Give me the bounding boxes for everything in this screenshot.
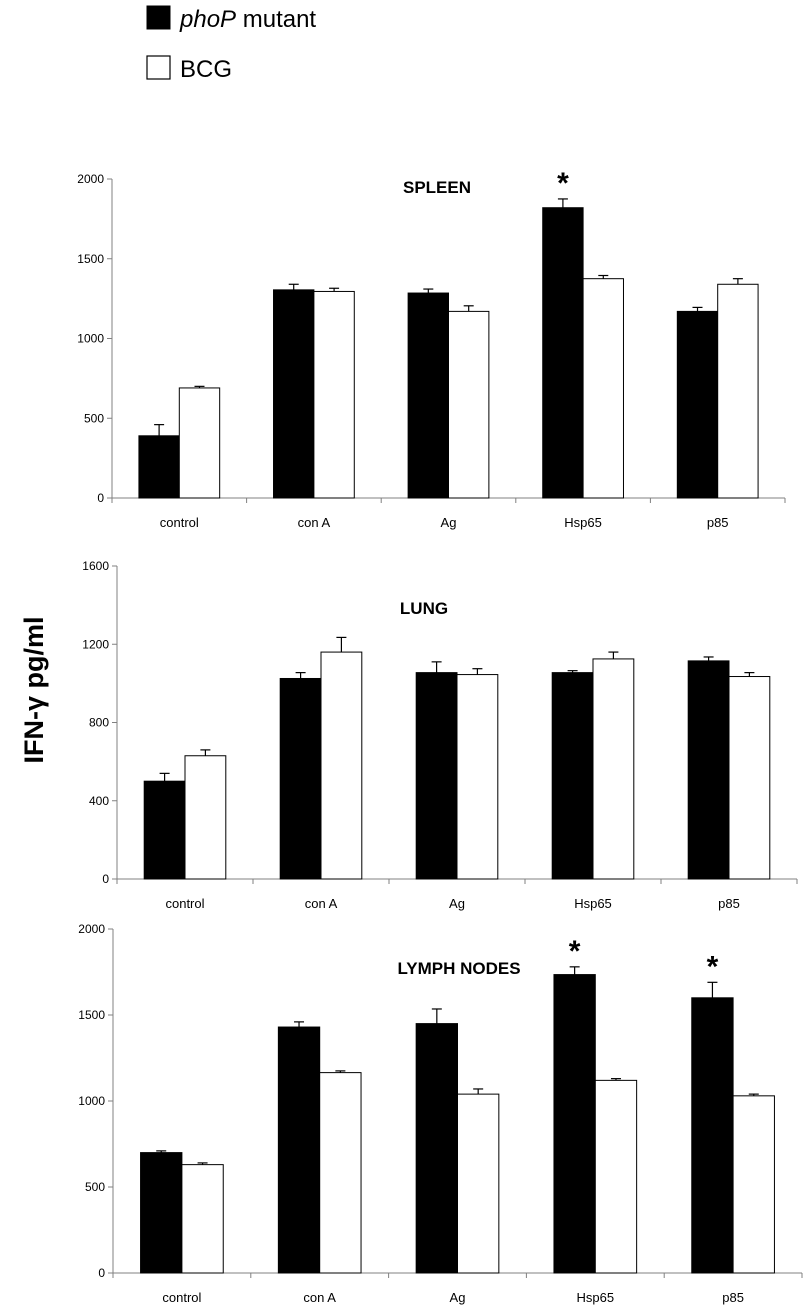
bar-bcg-control [178, 387, 221, 499]
bar-bcg-control [181, 1164, 224, 1274]
x-tick-label: con A [303, 1290, 336, 1305]
legend-label-bcg: BCG [180, 56, 232, 83]
panel-lung: 0 400 800 1200 1600 LUNG control con A Ag Hsp65 p8… [82, 559, 798, 911]
y-tick-label: 1600 [82, 559, 109, 573]
bar-bcg-hsp65 [592, 658, 635, 880]
y-tick-label: 0 [97, 491, 104, 505]
bar-bcg-con-a [320, 651, 363, 880]
x-tick-label: p85 [722, 1290, 744, 1305]
panel-spleen: 0 500 1000 1500 2000 SPLEEN control con A Ag Hsp6… [77, 167, 786, 530]
x-tick-label: Hsp65 [577, 1290, 615, 1305]
x-tick-label: control [162, 1290, 201, 1305]
x-tick-label: control [160, 515, 199, 530]
bar-bcg-p85 [717, 283, 759, 499]
bar-phop-mutant-control [140, 1152, 183, 1274]
y-tick-label: 500 [85, 1180, 105, 1194]
legend: phoP mutant BCG [146, 5, 316, 83]
bar-phop-mutant-p85 [691, 997, 734, 1274]
y-axis-label: IFN-γ pg/ml [19, 617, 49, 764]
y-tick-label: 1500 [78, 1008, 105, 1022]
y-tick-label: 2000 [78, 922, 105, 936]
x-tick-label: Hsp65 [574, 896, 612, 911]
y-tick-label: 400 [89, 794, 109, 808]
significance-star: * [557, 167, 569, 200]
bar-bcg-con-a [319, 1072, 362, 1274]
bar-phop-mutant-p85 [676, 310, 719, 499]
bar-phop-mutant-control [143, 780, 186, 880]
bar-phop-mutant-con-a [273, 289, 315, 499]
x-tick-label: control [165, 896, 204, 911]
x-tick-label: con A [298, 515, 331, 530]
legend-label-phoP: phoP mutant [179, 6, 316, 33]
bar-bcg-hsp65 [582, 278, 624, 499]
y-tick-label: 800 [89, 716, 109, 730]
panel-title: LYMPH NODES [397, 959, 520, 978]
bar-phop-mutant-p85 [687, 660, 730, 880]
bar-phop-mutant-ag [415, 672, 458, 880]
bar-bcg-ag [448, 310, 490, 499]
x-tick-label: p85 [707, 515, 729, 530]
bar-bcg-ag [457, 1093, 500, 1274]
significance-star: * [707, 950, 719, 983]
bar-bcg-hsp65 [594, 1079, 638, 1274]
legend-swatch-bcg [146, 55, 171, 80]
y-tick-label: 1200 [82, 637, 109, 651]
y-tick-label: 2000 [77, 172, 104, 186]
panel-title: SPLEEN [403, 178, 471, 197]
legend-swatch-phoP [146, 5, 171, 30]
bar-phop-mutant-ag [415, 1023, 459, 1274]
panel-title: LUNG [400, 599, 448, 618]
bar-bcg-control [184, 755, 227, 880]
y-tick-label: 1000 [78, 1094, 105, 1108]
bar-phop-mutant-hsp65 [542, 207, 584, 499]
y-tick-label: 1000 [77, 332, 104, 346]
y-tick-label: 1500 [77, 252, 104, 266]
bar-phop-mutant-ag [407, 292, 449, 499]
bar-bcg-ag [456, 674, 499, 880]
bar-phop-mutant-hsp65 [551, 672, 594, 880]
bar-bcg-p85 [728, 676, 771, 880]
panel-lymph-nodes: 0 500 1000 1500 2000 LYMPH NODES control con A A… [78, 922, 803, 1305]
bar-bcg-con-a [313, 290, 355, 499]
x-tick-label: Hsp65 [564, 515, 602, 530]
x-tick-label: p85 [718, 896, 740, 911]
x-tick-label: Ag [450, 1290, 466, 1305]
x-tick-label: con A [305, 896, 338, 911]
x-tick-label: Ag [449, 896, 465, 911]
y-tick-label: 0 [98, 1266, 105, 1280]
bar-phop-mutant-control [138, 435, 180, 499]
bar-phop-mutant-con-a [279, 677, 322, 880]
significance-star: * [569, 935, 581, 968]
y-tick-label: 500 [84, 411, 104, 425]
bar-phop-mutant-hsp65 [553, 974, 596, 1274]
x-tick-label: Ag [441, 515, 457, 530]
bar-phop-mutant-con-a [277, 1026, 321, 1274]
bar-bcg-p85 [732, 1095, 775, 1274]
y-tick-label: 0 [102, 872, 109, 886]
